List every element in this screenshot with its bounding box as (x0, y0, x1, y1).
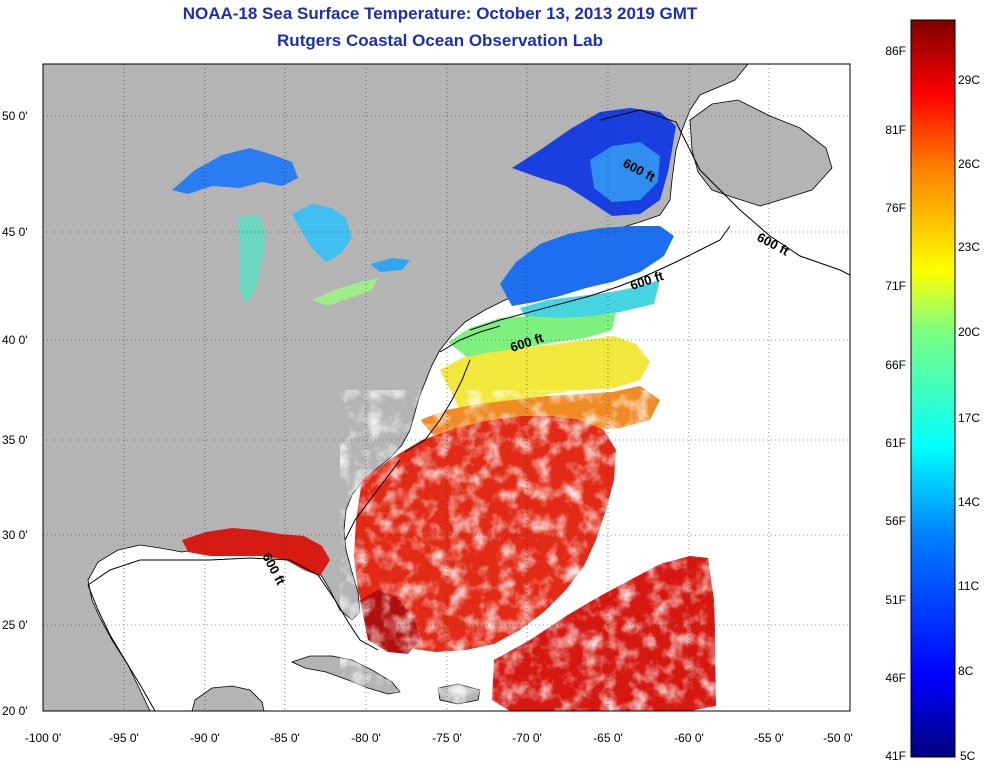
fahrenheit-label: 86F (885, 44, 906, 58)
fahrenheit-label: 71F (885, 279, 906, 293)
lake-huron-sst (292, 204, 352, 262)
lon-label: -55 0' (754, 731, 784, 745)
lat-label: 50 0' (2, 109, 28, 123)
lon-label: -100 0' (25, 731, 61, 745)
lat-label: 30 0' (2, 528, 28, 542)
fahrenheit-label: 81F (885, 123, 906, 137)
lake-ontario-sst (370, 258, 410, 272)
map-frame (42, 63, 851, 712)
sst-layer (172, 108, 850, 711)
lon-label: -90 0' (190, 731, 220, 745)
lat-label: 35 0' (2, 433, 28, 447)
fahrenheit-label: 51F (885, 593, 906, 607)
gulf-coast-sst (182, 528, 330, 576)
fahrenheit-label: 76F (885, 201, 906, 215)
fahrenheit-label: 66F (885, 358, 906, 372)
lat-label: 40 0' (2, 333, 28, 347)
lake-erie-sst (312, 278, 378, 306)
lat-label: 20 0' (2, 704, 28, 718)
fahrenheit-label: 61F (885, 436, 906, 450)
map-subtitle: Rutgers Coastal Ocean Observation Lab (277, 31, 603, 50)
fahrenheit-label: 56F (885, 514, 906, 528)
lat-axis: 50 0' 45 0' 40 0' 35 0' 30 0' 25 0' 20 0… (2, 109, 28, 718)
celsius-label: 17C (958, 411, 980, 425)
celsius-label: 23C (958, 240, 980, 254)
lon-label: -85 0' (270, 731, 300, 745)
lon-label: -70 0' (512, 731, 542, 745)
lake-superior-sst (172, 148, 298, 194)
fahrenheit-label: 46F (885, 671, 906, 685)
georges-bank-sst (520, 280, 660, 326)
lon-label: -95 0' (109, 731, 139, 745)
lat-label: 45 0' (2, 225, 28, 239)
gulf-of-maine-sst (500, 226, 674, 306)
isobath-600ft (87, 109, 850, 711)
celsius-label: 11C (958, 579, 979, 593)
map-title: NOAA-18 Sea Surface Temperature: October… (182, 4, 698, 23)
celsius-label: 14C (958, 495, 980, 509)
lake-michigan-sst (238, 214, 266, 304)
lon-label: -50 0' (823, 731, 853, 745)
colorbar: 86F 81F 76F 71F 66F 61F 56F 51F 46F 41F … (885, 19, 980, 763)
celsius-label: 20C (958, 325, 980, 339)
lon-label: -65 0' (593, 731, 623, 745)
swath-gap (684, 300, 850, 711)
celsius-label: 8C (958, 664, 974, 678)
colorbar-scale (910, 19, 956, 758)
lon-axis: -100 0' -95 0' -90 0' -85 0' -80 0' -75 … (25, 731, 853, 745)
celsius-label: 5C (960, 749, 976, 763)
fahrenheit-label: 41F (885, 749, 906, 763)
lat-label: 25 0' (2, 618, 28, 632)
land-yucatan (191, 685, 265, 711)
lon-label: -60 0' (674, 731, 704, 745)
lon-label: -80 0' (351, 731, 381, 745)
lon-label: -75 0' (432, 731, 462, 745)
celsius-label: 26C (958, 157, 980, 171)
graticule (43, 64, 850, 711)
gulf-st-lawrence-inner-sst (590, 142, 660, 202)
land-newfoundland (689, 99, 833, 207)
celsius-label: 29C (958, 73, 980, 87)
